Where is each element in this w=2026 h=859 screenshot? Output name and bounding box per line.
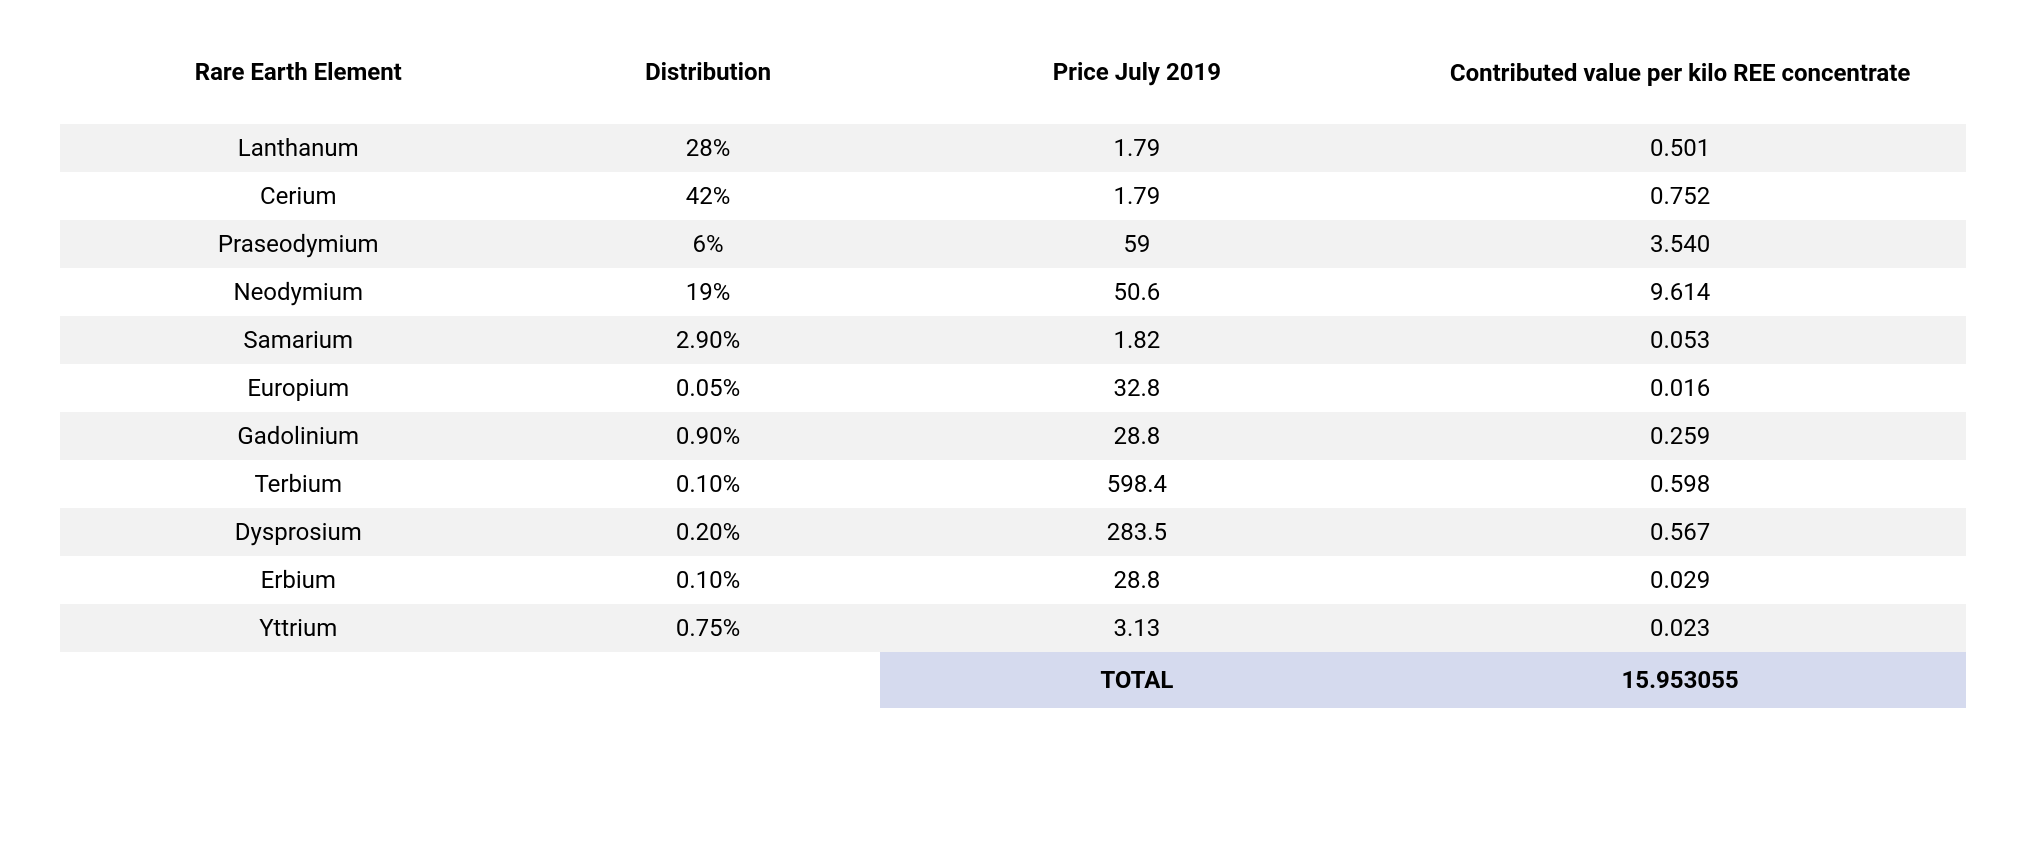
cell-value: 0.567 <box>1394 508 1966 556</box>
cell-distribution: 19% <box>537 268 880 316</box>
cell-distribution: 6% <box>537 220 880 268</box>
cell-price: 50.6 <box>880 268 1395 316</box>
col-header-element: Rare Earth Element <box>60 40 537 124</box>
col-header-value: Contributed value per kilo REE concentra… <box>1394 40 1966 124</box>
col-header-price: Price July 2019 <box>880 40 1395 124</box>
cell-element: Erbium <box>60 556 537 604</box>
table-row: Lanthanum 28% 1.79 0.501 <box>60 124 1966 172</box>
cell-element: Terbium <box>60 460 537 508</box>
table-total-row: TOTAL 15.953055 <box>60 652 1966 708</box>
table-row: Gadolinium 0.90% 28.8 0.259 <box>60 412 1966 460</box>
cell-element: Neodymium <box>60 268 537 316</box>
cell-price: 28.8 <box>880 412 1395 460</box>
table-row: Praseodymium 6% 59 3.540 <box>60 220 1966 268</box>
table-row: Dysprosium 0.20% 283.5 0.567 <box>60 508 1966 556</box>
cell-price: 59 <box>880 220 1395 268</box>
table-header-row: Rare Earth Element Distribution Price Ju… <box>60 40 1966 124</box>
table-row: Samarium 2.90% 1.82 0.053 <box>60 316 1966 364</box>
cell-price: 1.79 <box>880 172 1395 220</box>
table-row: Cerium 42% 1.79 0.752 <box>60 172 1966 220</box>
cell-value: 0.598 <box>1394 460 1966 508</box>
col-header-distribution: Distribution <box>537 40 880 124</box>
cell-element: Praseodymium <box>60 220 537 268</box>
cell-value: 0.501 <box>1394 124 1966 172</box>
table-body: Lanthanum 28% 1.79 0.501 Cerium 42% 1.79… <box>60 124 1966 708</box>
cell-element: Europium <box>60 364 537 412</box>
table-row: Neodymium 19% 50.6 9.614 <box>60 268 1966 316</box>
cell-value: 3.540 <box>1394 220 1966 268</box>
cell-value: 0.016 <box>1394 364 1966 412</box>
cell-distribution: 0.05% <box>537 364 880 412</box>
cell-distribution: 2.90% <box>537 316 880 364</box>
total-blank <box>537 652 880 708</box>
cell-distribution: 42% <box>537 172 880 220</box>
cell-price: 283.5 <box>880 508 1395 556</box>
cell-element: Yttrium <box>60 604 537 652</box>
cell-price: 1.82 <box>880 316 1395 364</box>
cell-distribution: 28% <box>537 124 880 172</box>
cell-element: Dysprosium <box>60 508 537 556</box>
table-row: Europium 0.05% 32.8 0.016 <box>60 364 1966 412</box>
ree-table: Rare Earth Element Distribution Price Ju… <box>60 40 1966 708</box>
cell-value: 0.053 <box>1394 316 1966 364</box>
total-label: TOTAL <box>880 652 1395 708</box>
cell-price: 28.8 <box>880 556 1395 604</box>
cell-value: 0.029 <box>1394 556 1966 604</box>
cell-distribution: 0.75% <box>537 604 880 652</box>
table-row: Yttrium 0.75% 3.13 0.023 <box>60 604 1966 652</box>
cell-element: Lanthanum <box>60 124 537 172</box>
cell-value: 9.614 <box>1394 268 1966 316</box>
total-value: 15.953055 <box>1394 652 1966 708</box>
cell-element: Samarium <box>60 316 537 364</box>
cell-price: 32.8 <box>880 364 1395 412</box>
cell-element: Gadolinium <box>60 412 537 460</box>
cell-distribution: 0.10% <box>537 556 880 604</box>
cell-value: 0.259 <box>1394 412 1966 460</box>
cell-distribution: 0.20% <box>537 508 880 556</box>
total-blank <box>60 652 537 708</box>
cell-distribution: 0.10% <box>537 460 880 508</box>
cell-distribution: 0.90% <box>537 412 880 460</box>
cell-value: 0.752 <box>1394 172 1966 220</box>
table-row: Terbium 0.10% 598.4 0.598 <box>60 460 1966 508</box>
cell-element: Cerium <box>60 172 537 220</box>
cell-price: 1.79 <box>880 124 1395 172</box>
cell-value: 0.023 <box>1394 604 1966 652</box>
table-row: Erbium 0.10% 28.8 0.029 <box>60 556 1966 604</box>
cell-price: 3.13 <box>880 604 1395 652</box>
cell-price: 598.4 <box>880 460 1395 508</box>
